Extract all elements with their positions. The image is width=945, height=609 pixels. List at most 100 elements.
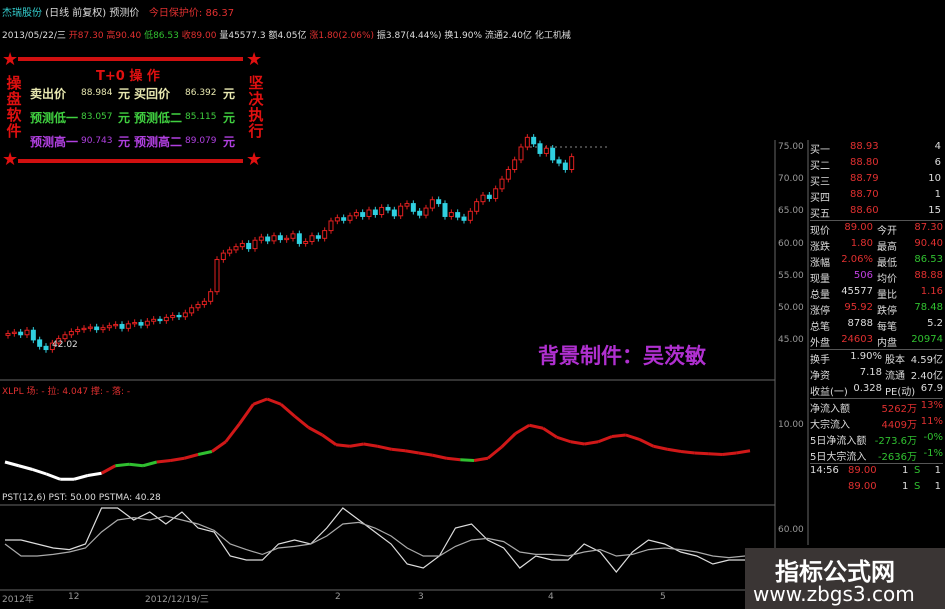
xlpl-segment [279,403,296,418]
stat-value: 506 [853,270,873,281]
pstma-line [4,515,746,559]
stat-label: 量比 [877,290,897,301]
t0-row: 预测低一 83.057 元 预测低二 85.115 元 [30,109,240,125]
t0-top-bar [18,57,243,61]
price-tick: 60.00 [778,238,804,249]
candle-body [220,252,226,261]
candle-body [201,300,207,306]
xlpl-segment [100,464,117,475]
flow-value: -2636万 [877,452,917,463]
xlpl-segment [377,444,392,451]
candle-body [182,312,188,318]
xlpl-segment [653,444,668,451]
t0-unit: 元 [223,135,236,149]
tick-price: 89.00 [848,465,877,476]
quote-change: 涨1.80(2.06%) [309,31,375,41]
candle-body [455,212,461,218]
stat-label: 内盘 [877,338,897,349]
candle-body [284,237,290,241]
pst-axis-value: 60.00 [778,525,804,535]
stat-row: 涨幅 2.06% 最低 86.53 [810,253,943,269]
tick-side: S [914,465,921,476]
candle-body [176,314,182,318]
flow-row: 净流入额 5262万 13% [810,399,943,415]
bid-price: 88.70 [850,189,879,200]
stat-value: 86.53 [914,254,943,265]
xlpl-segment [432,453,447,460]
xlpl-segment [335,443,351,448]
candle-body [309,235,315,243]
xlpl-segment [460,458,475,462]
candle-body [550,147,556,161]
stat-row: 净资 7.18 流通 2.40亿 [810,366,943,382]
t0-unit: 元 [118,111,131,125]
xlpl-segment [584,440,599,446]
date-tick: 3 [418,592,424,602]
candle-body [24,329,30,336]
flow-label: 大宗流入 [810,420,850,431]
candle-body [265,236,271,242]
candle-body [499,178,505,190]
tick-count: 1 [934,481,941,492]
candle-body [106,325,112,329]
candle-body [5,332,11,336]
candle-body [423,207,429,216]
price-tick: 50.00 [778,303,804,313]
candle-body [119,323,125,329]
candle-body [18,331,24,336]
quote-high: 高90.40 [106,31,142,41]
stat-row: 总笔 8788 每笔 5.2 [810,317,943,333]
candle-body [372,209,378,216]
xlpl-segment [391,447,406,453]
stat-label: 跌停 [877,306,897,317]
t0-row: 卖出价 88.984 元 买回价 86.392 元 [30,85,240,101]
candle-body [113,323,119,327]
xlpl-segment [129,462,144,468]
stat-label: 均价 [877,274,897,285]
t0-row: 预测高一 90.743 元 预测高二 89.079 元 [30,133,240,149]
stat-value: 1.90% [850,351,882,362]
stat-label: 流通 [885,371,905,382]
price-tick: 45.00 [778,335,804,346]
flow-value: -273.6万 [874,436,917,447]
t0-left-slogan: 操盘软件 [6,74,22,140]
xlpl-segment [404,449,420,455]
bid-price: 88.79 [850,173,879,184]
candle-body [315,235,321,239]
xlpl-segment [73,474,89,481]
star-icon: ★ [246,49,263,70]
date-tick: 2012年 [2,595,34,605]
candle-body [214,259,220,293]
stat-value: 1.80 [850,238,873,249]
xlpl-segment [666,447,682,453]
stat-label: 涨幅 [810,258,830,269]
xlpl-segment [735,449,751,455]
xlpl-segment [156,459,171,464]
candle-body [100,327,106,331]
bid-volume: 10 [928,173,941,184]
bid-volume: 6 [934,157,941,168]
xlpl-segment [18,464,33,471]
candle-body [385,206,391,211]
candle-body [360,212,366,217]
candle-body [328,220,334,232]
protect-label: 今日保护价: [148,8,203,19]
candle-body [132,322,138,325]
t0-value: 83.057 [81,112,113,122]
price-tick: 55.00 [778,270,804,281]
candle-body [296,233,302,244]
background-text: 背景制件：吴茨敏 [538,343,706,368]
stat-row: 换手 1.90% 股本 4.59亿 [810,350,943,366]
candle-body [353,212,359,217]
xlpl-segment [87,471,102,477]
t0-panel: ★ ★ ★ ★ 操盘软件 坚决执行 T+0 操 作 卖出价 88.984 元 买… [2,49,264,170]
candle-body [37,339,43,347]
t0-label: 买回价 [134,87,171,101]
candle-body [556,159,562,164]
stock-name[interactable]: 杰瑞股份 [2,8,42,19]
candle-body [480,194,486,203]
stat-row: 涨停 95.92 跌停 78.48 [810,301,943,317]
flow-value: 5262万 [881,404,917,415]
candle-body [366,209,372,217]
